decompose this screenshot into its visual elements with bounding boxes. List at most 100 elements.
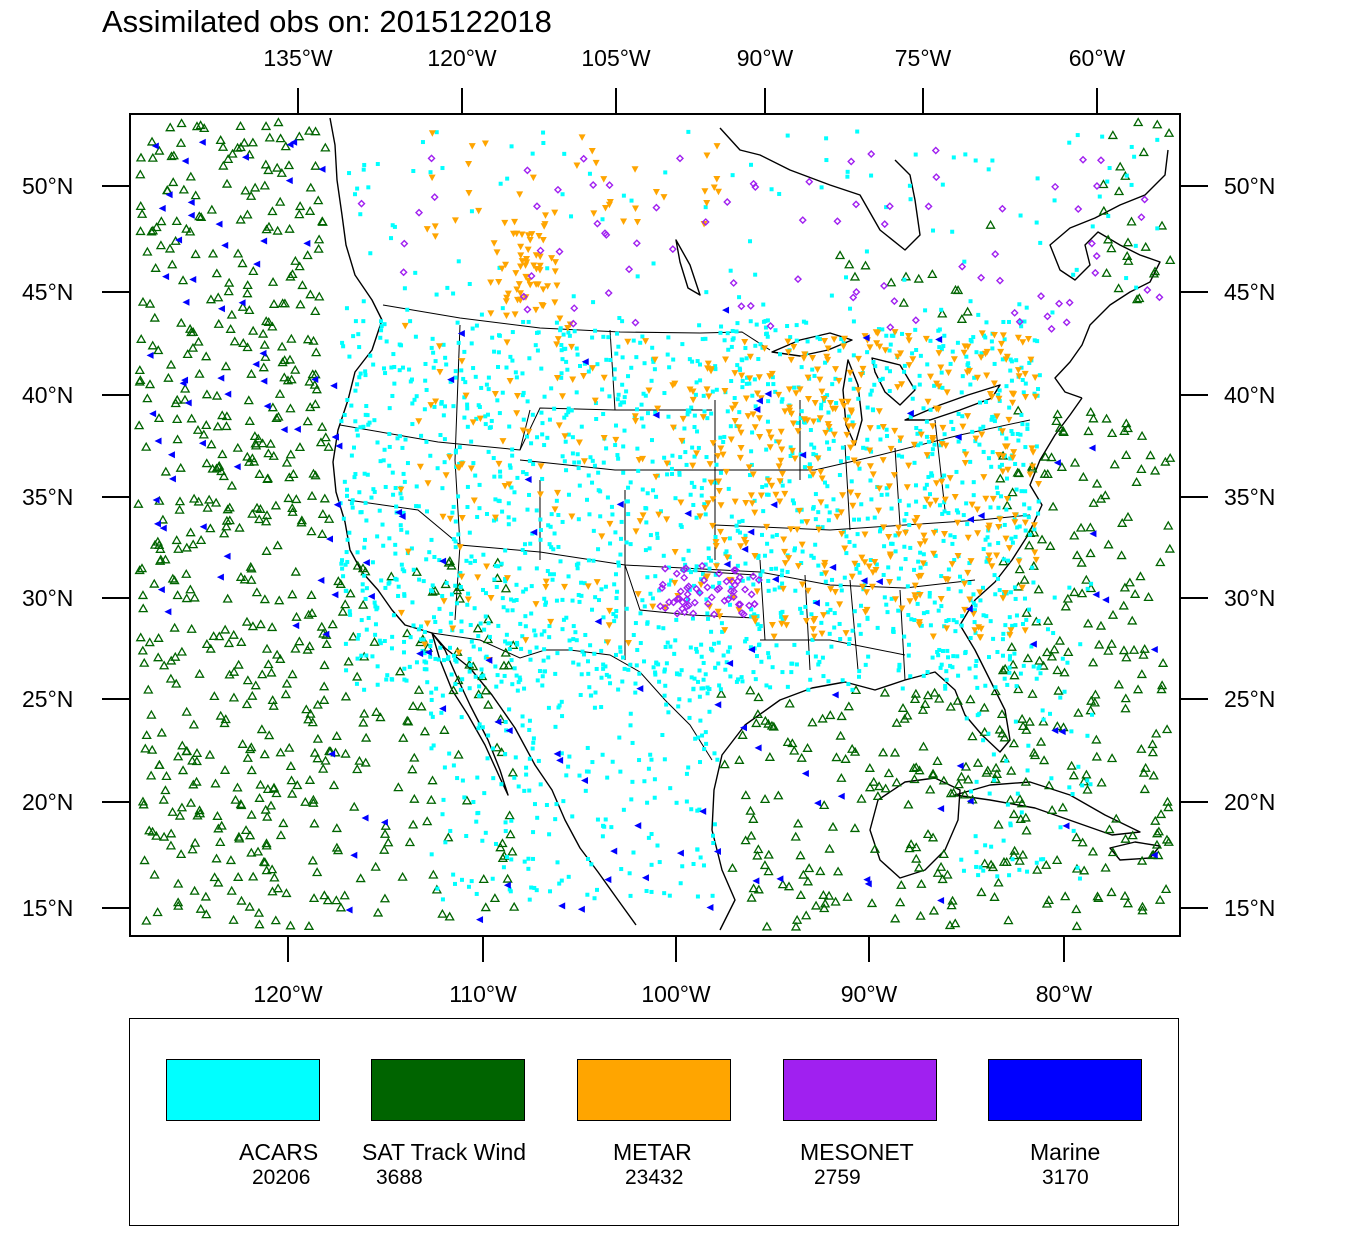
acars-point bbox=[571, 294, 576, 299]
acars-point bbox=[490, 746, 495, 751]
sat-track-wind-point bbox=[137, 590, 149, 600]
acars-point bbox=[876, 425, 881, 430]
acars-point bbox=[989, 339, 994, 344]
acars-point bbox=[648, 591, 653, 596]
acars-point bbox=[936, 328, 941, 333]
sat-track-wind-point bbox=[271, 649, 283, 659]
metar-point bbox=[518, 258, 526, 265]
metar-point bbox=[669, 424, 677, 432]
acars-point bbox=[400, 365, 405, 370]
acars-point bbox=[421, 579, 426, 584]
metar-point bbox=[961, 459, 969, 467]
marine-point bbox=[424, 648, 432, 656]
acars-point bbox=[635, 407, 640, 412]
sat-track-wind-point bbox=[1132, 684, 1144, 694]
metar-point bbox=[746, 353, 754, 361]
acars-point bbox=[595, 362, 600, 367]
sat-track-wind-point bbox=[375, 712, 386, 722]
metar-point bbox=[475, 207, 483, 215]
metar-point bbox=[753, 588, 761, 595]
acars-point bbox=[772, 587, 777, 592]
acars-point bbox=[397, 434, 402, 439]
acars-point bbox=[968, 299, 973, 304]
acars-point bbox=[983, 683, 988, 688]
acars-point bbox=[902, 277, 907, 282]
acars-point bbox=[528, 541, 533, 546]
acars-point bbox=[850, 687, 855, 692]
acars-point bbox=[545, 266, 550, 271]
metar-point bbox=[721, 627, 729, 634]
sat-track-wind-point bbox=[1022, 653, 1034, 663]
acars-point bbox=[841, 341, 846, 346]
acars-point bbox=[765, 334, 770, 339]
acars-point bbox=[478, 621, 483, 626]
metar-point bbox=[983, 372, 991, 380]
metar-point bbox=[600, 176, 608, 183]
acars-point bbox=[865, 405, 870, 410]
sat-track-wind-point bbox=[737, 730, 748, 739]
acars-point bbox=[518, 677, 523, 682]
sat-track-wind-point bbox=[783, 881, 795, 891]
metar-point bbox=[1007, 627, 1015, 634]
sat-track-wind-point bbox=[177, 765, 189, 775]
sat-track-wind-point bbox=[932, 756, 943, 766]
acars-point bbox=[896, 453, 901, 458]
acars-point bbox=[864, 446, 869, 451]
sat-track-wind-point bbox=[409, 752, 420, 762]
acars-point bbox=[633, 681, 638, 686]
acars-point bbox=[766, 651, 771, 656]
acars-point bbox=[1025, 426, 1030, 431]
acars-point bbox=[857, 570, 862, 575]
acars-point bbox=[673, 638, 678, 643]
acars-point bbox=[539, 366, 544, 371]
acars-point bbox=[940, 648, 945, 653]
acars-point bbox=[495, 564, 500, 569]
acars-point bbox=[429, 537, 434, 542]
acars-point bbox=[459, 368, 464, 373]
sat-track-wind-point bbox=[849, 271, 861, 281]
metar-point bbox=[446, 454, 454, 461]
acars-point bbox=[738, 530, 743, 535]
acars-point bbox=[961, 868, 966, 873]
acars-point bbox=[431, 743, 436, 748]
acars-point bbox=[729, 379, 734, 384]
acars-point bbox=[630, 740, 635, 745]
marine-point bbox=[167, 451, 175, 459]
acars-point bbox=[521, 417, 526, 422]
acars-point bbox=[696, 679, 701, 684]
metar-point bbox=[964, 534, 972, 542]
acars-point bbox=[891, 626, 896, 631]
acars-point bbox=[557, 703, 562, 708]
mesonet-point bbox=[400, 239, 409, 248]
metar-point bbox=[1028, 445, 1036, 452]
acars-point bbox=[647, 546, 652, 551]
acars-point bbox=[643, 393, 648, 398]
sat-track-wind-point bbox=[261, 545, 272, 555]
acars-point bbox=[964, 354, 969, 359]
sat-track-wind-point bbox=[261, 643, 273, 653]
acars-point bbox=[692, 583, 697, 588]
acars-point bbox=[543, 600, 548, 605]
metar-point bbox=[645, 387, 653, 394]
acars-point bbox=[448, 379, 453, 384]
acars-point bbox=[343, 641, 348, 646]
acars-point bbox=[1007, 670, 1012, 675]
acars-point bbox=[428, 453, 433, 458]
acars-point bbox=[629, 198, 634, 203]
sat-track-wind-point bbox=[138, 603, 149, 613]
metar-point bbox=[976, 589, 984, 596]
acars-point bbox=[692, 484, 697, 489]
sat-track-wind-point bbox=[320, 432, 331, 442]
sat-track-wind-point bbox=[304, 376, 315, 386]
marine-point bbox=[151, 142, 159, 150]
sat-track-wind-point bbox=[880, 783, 891, 793]
acars-point bbox=[879, 492, 884, 497]
acars-point bbox=[1028, 532, 1033, 537]
acars-point bbox=[516, 680, 521, 685]
acars-point bbox=[667, 582, 672, 587]
sat-track-wind-point bbox=[480, 902, 491, 912]
marine-point bbox=[199, 523, 207, 531]
acars-point bbox=[846, 682, 851, 687]
acars-point bbox=[566, 874, 571, 879]
sat-track-wind-point bbox=[1109, 459, 1120, 469]
